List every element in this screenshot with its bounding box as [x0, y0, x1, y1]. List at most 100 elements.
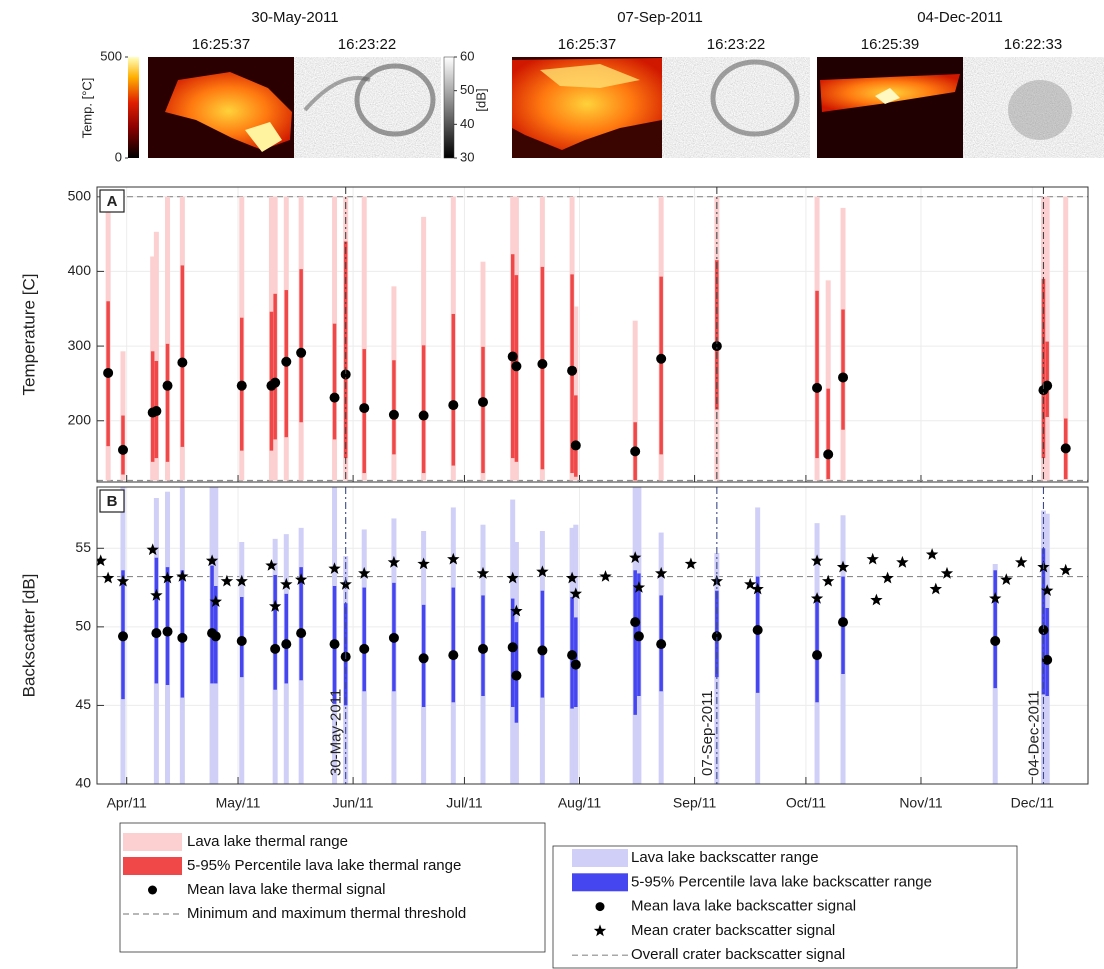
y-tick-label: 40 — [75, 775, 91, 791]
mean-dot — [418, 410, 429, 421]
mean-dot — [448, 650, 459, 661]
star-marker — [146, 543, 159, 556]
range-bar — [332, 323, 337, 440]
image-time: 16:25:37 — [558, 36, 616, 53]
star-marker — [866, 552, 879, 565]
image-time: 16:25:37 — [192, 36, 250, 53]
backscatter-colorbar — [443, 56, 455, 159]
star-marker — [417, 557, 430, 570]
legend-label: 5-95% Percentile lava lake backscatter r… — [631, 873, 932, 890]
star-marker — [328, 562, 341, 574]
plot-frame — [96, 486, 1089, 785]
legend-swatch — [572, 849, 628, 867]
y-tick-label: 200 — [68, 411, 92, 427]
range-bar — [715, 260, 719, 410]
star-marker — [1015, 555, 1028, 568]
thermal-image — [148, 57, 294, 158]
mean-dot — [812, 650, 823, 661]
mean-dot — [270, 377, 281, 388]
sar-image — [963, 57, 1104, 158]
mean-dot — [296, 628, 307, 639]
thermal-colorbar — [128, 57, 139, 158]
range-bar — [154, 557, 159, 684]
star-marker — [1059, 563, 1072, 576]
panel-label: A — [107, 193, 118, 210]
thermal-image — [512, 57, 662, 158]
y-tick-label: 500 — [68, 187, 92, 203]
star-marker — [744, 577, 757, 590]
star-marker — [569, 587, 582, 600]
star-marker — [280, 577, 293, 590]
star-marker — [209, 595, 222, 607]
star-marker — [510, 604, 523, 617]
range-bar — [361, 196, 367, 481]
colorbar-label: Temp. [°C] — [79, 78, 94, 139]
range-bar — [540, 590, 545, 698]
star-marker — [161, 571, 174, 584]
star-marker — [940, 566, 954, 579]
x-tick-label: Sep/11 — [673, 795, 717, 811]
mean-dot — [567, 365, 578, 376]
x-tick-label: May/11 — [216, 795, 261, 811]
mean-dot — [329, 392, 340, 403]
range-bar — [1044, 196, 1050, 481]
legend-swatch — [123, 833, 182, 851]
colorbar-tick-label: 30 — [460, 149, 474, 164]
panel-label-box — [99, 489, 125, 513]
star-marker — [751, 582, 764, 595]
mean-dot — [537, 359, 548, 369]
image-time: 16:25:39 — [861, 36, 919, 53]
mean-dot — [511, 361, 522, 372]
range-bar — [573, 306, 579, 481]
mean-dot — [117, 631, 128, 642]
x-tick-label: Jul/11 — [446, 795, 483, 811]
range-bar — [421, 345, 426, 474]
star-marker — [870, 593, 883, 606]
panel-label-box — [99, 189, 125, 213]
mean-dot — [388, 632, 399, 643]
mean-dot — [567, 650, 578, 661]
y-tick-label: 300 — [68, 337, 92, 353]
image-date: 04-Dec-2011 — [917, 9, 1003, 26]
colorbar-tick-label: 500 — [100, 48, 122, 63]
range-bar — [826, 388, 830, 480]
star-marker — [929, 582, 942, 595]
mean-dot — [823, 449, 834, 460]
range-bar — [632, 320, 638, 481]
star-marker — [810, 554, 824, 567]
range-bar — [659, 276, 663, 455]
legend-swatch — [148, 885, 157, 895]
range-bar — [815, 290, 819, 459]
range-bar — [481, 346, 485, 474]
mean-dot — [633, 631, 644, 642]
range-bar — [362, 587, 366, 692]
range-bar — [841, 309, 845, 430]
legend-label: Mean lava lake backscatter signal — [631, 898, 856, 915]
mean-dot — [281, 639, 292, 650]
event-label: 07-Sep-2011 — [699, 690, 716, 776]
mean-dot — [177, 632, 188, 643]
star-marker — [235, 574, 248, 587]
legend-label: Lava lake backscatter range — [631, 849, 819, 866]
image-date: 07-Sep-2011 — [617, 9, 703, 26]
mean-dot — [418, 653, 429, 664]
legend-box — [552, 845, 1018, 969]
star-marker — [295, 573, 308, 585]
x-tick-label: Oct/11 — [786, 795, 826, 811]
y-axis-label: Temperature [C] — [19, 274, 38, 396]
x-tick-label: Dec/11 — [1011, 795, 1055, 811]
star-marker — [116, 574, 130, 587]
range-bar — [299, 269, 303, 423]
plot-content — [97, 187, 1088, 482]
mean-dot — [1042, 654, 1053, 665]
mean-dot — [151, 628, 162, 639]
star-marker — [810, 592, 824, 604]
mean-dot — [838, 372, 849, 383]
star-marker — [565, 571, 579, 584]
image-time: 16:23:22 — [707, 36, 765, 53]
star-marker — [387, 555, 401, 568]
range-bar — [299, 567, 303, 681]
mean-dot — [162, 380, 173, 391]
star-marker — [599, 570, 612, 582]
